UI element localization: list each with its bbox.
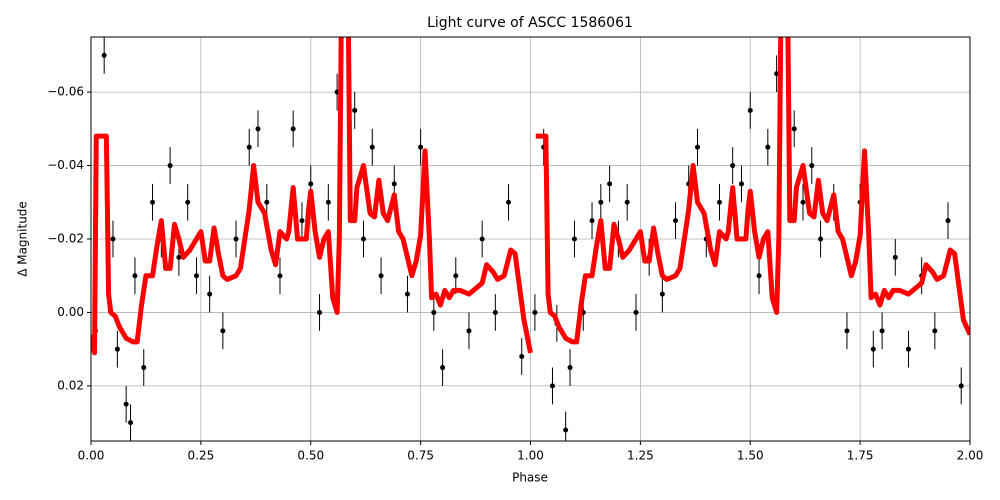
data-point [747, 107, 753, 113]
data-point [308, 181, 314, 187]
data-point [220, 328, 226, 334]
x-tick-label: 1.00 [517, 449, 544, 463]
data-point [607, 181, 613, 187]
data-point [233, 236, 239, 242]
data-point [818, 236, 824, 242]
x-tick-label: 0.50 [297, 449, 324, 463]
data-point [519, 354, 525, 360]
data-point [549, 383, 555, 389]
data-point [716, 199, 722, 205]
data-point [418, 144, 424, 150]
data-point [369, 144, 375, 150]
data-point [132, 273, 138, 279]
data-point [290, 126, 296, 132]
y-tick-label: −0.06 [47, 85, 84, 99]
x-tick-label: 0.00 [78, 449, 105, 463]
data-point [479, 236, 485, 242]
data-point [879, 328, 885, 334]
data-point [128, 420, 134, 426]
data-point [598, 199, 604, 205]
y-tick-label: 0.00 [57, 305, 84, 319]
data-point [466, 328, 472, 334]
data-point [167, 163, 173, 169]
y-tick-label: −0.04 [47, 158, 84, 172]
y-tick-label: −0.02 [47, 232, 84, 246]
data-point [791, 126, 797, 132]
data-point [532, 309, 538, 315]
data-point [440, 365, 446, 371]
x-tick-label: 2.00 [957, 449, 984, 463]
data-point [123, 401, 129, 407]
chart-title: Light curve of ASCC 1586061 [427, 15, 633, 31]
plot-area [91, 37, 970, 441]
x-tick-label: 1.75 [847, 449, 874, 463]
data-point [506, 199, 512, 205]
data-point [150, 199, 156, 205]
data-point [114, 346, 120, 352]
data-point [176, 254, 182, 260]
data-point [141, 365, 147, 371]
data-point [391, 181, 397, 187]
x-axis-label: Phase [512, 471, 548, 485]
data-point [756, 273, 762, 279]
data-point [567, 365, 573, 371]
data-point [299, 218, 305, 224]
data-point [765, 144, 771, 150]
x-tick-label: 1.50 [737, 449, 764, 463]
data-point [378, 273, 384, 279]
data-point [932, 328, 938, 334]
data-point [264, 199, 270, 205]
data-point [800, 199, 806, 205]
data-point [431, 309, 437, 315]
data-point [352, 107, 358, 113]
data-point [945, 218, 951, 224]
data-point [193, 273, 199, 279]
data-point [738, 181, 744, 187]
data-point [255, 126, 261, 132]
data-point [110, 236, 116, 242]
x-tick-label: 0.25 [188, 449, 215, 463]
ticks: 0.00 0.25 0.50 0.75 1.00 1.25 1.50 1.75 2.00 −0.0… [47, 85, 983, 463]
data-point [563, 427, 569, 433]
x-tick-label: 1.25 [627, 449, 654, 463]
data-point [101, 52, 107, 58]
data-point [844, 328, 850, 334]
y-tick-label: 0.02 [57, 378, 84, 392]
data-point [695, 144, 701, 150]
data-point [207, 291, 213, 297]
data-point [809, 163, 815, 169]
x-tick-label: 0.75 [407, 449, 434, 463]
data-point [404, 291, 410, 297]
data-point [360, 236, 366, 242]
data-point [589, 218, 595, 224]
data-point [325, 199, 331, 205]
data-point [571, 236, 577, 242]
data-point [246, 144, 252, 150]
data-point [730, 163, 736, 169]
data-point [633, 309, 639, 315]
data-point [277, 273, 283, 279]
data-point [905, 346, 911, 352]
data-point [870, 346, 876, 352]
data-point [892, 254, 898, 260]
data-point [624, 199, 630, 205]
data-point [659, 291, 665, 297]
data-point [317, 309, 323, 315]
data-point [185, 199, 191, 205]
data-point [673, 218, 679, 224]
data-point [492, 309, 498, 315]
data-point [453, 273, 459, 279]
data-point [958, 383, 964, 389]
model-curve [91, 37, 970, 356]
y-axis-label: Δ Magnitude [16, 201, 30, 277]
